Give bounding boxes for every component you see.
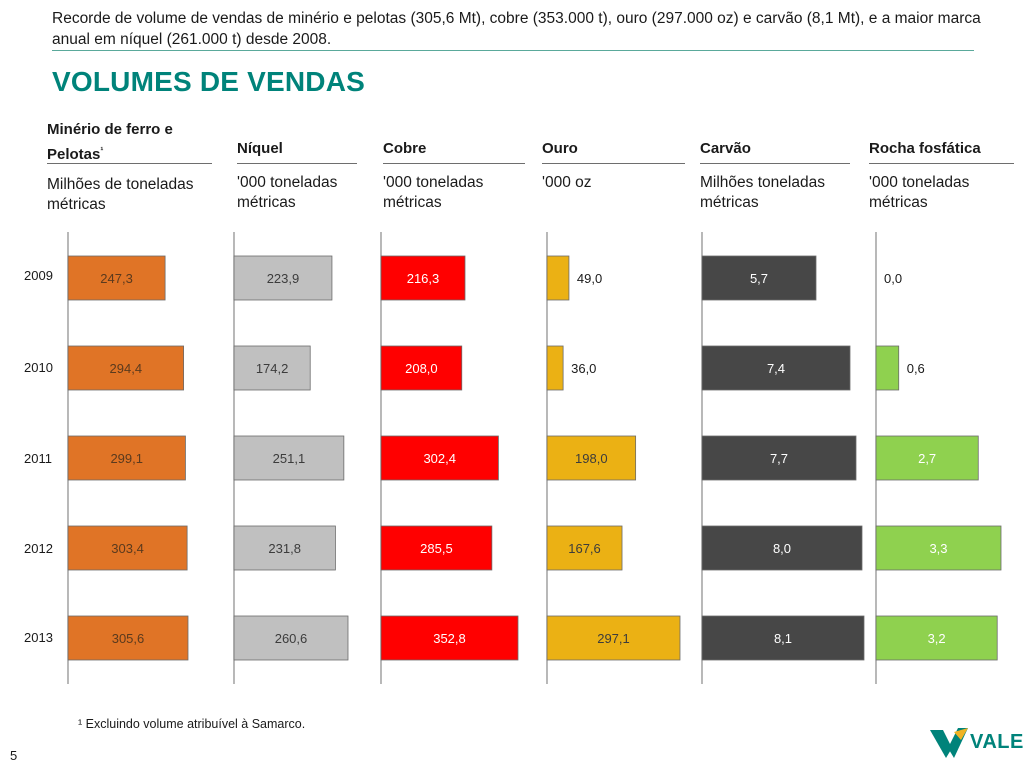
bar-phosphate-2013	[875, 615, 998, 661]
column-title-nickel: Níquel	[237, 140, 283, 157]
column-title-phosphate: Rocha fosfática	[869, 140, 981, 157]
data-label-copper-2010: 208,0	[405, 361, 438, 376]
data-label-iron-ore-2010: 294,4	[110, 361, 143, 376]
column-divider	[47, 163, 212, 164]
bar-gold-2010	[546, 345, 564, 391]
bar-nickel-2009	[233, 255, 333, 301]
year-label-2010: 2010	[24, 360, 53, 375]
vale-logo: VALE	[930, 722, 1023, 762]
vale-logo-text: VALE	[970, 731, 1024, 753]
data-label-nickel-2009: 223,9	[267, 271, 300, 286]
data-label-coal-2012: 8,0	[773, 541, 791, 556]
bar-coal-2011	[701, 435, 857, 481]
data-label-nickel-2011: 251,1	[273, 451, 306, 466]
data-label-nickel-2013: 260,6	[275, 631, 308, 646]
data-label-gold-2012: 167,6	[568, 541, 601, 556]
data-label-phosphate-2011: 2,7	[918, 451, 936, 466]
footnote: ¹ Excluindo volume atribuível à Samarco.	[78, 717, 306, 731]
bar-phosphate-2012	[875, 525, 1002, 571]
column-divider	[700, 163, 850, 164]
bar-phosphate-2011	[875, 435, 979, 481]
column-divider	[869, 163, 1014, 164]
data-label-phosphate-2009: 0,0	[884, 271, 902, 286]
data-label-iron-ore-2012: 303,4	[111, 541, 144, 556]
bar-gold-2011	[546, 435, 637, 481]
data-label-coal-2011: 7,7	[770, 451, 788, 466]
column-divider	[383, 163, 525, 164]
bar-nickel-2013	[233, 615, 349, 661]
column-title-gold: Ouro	[542, 140, 578, 157]
bar-gold-2013	[546, 615, 681, 661]
bar-phosphate-2010	[875, 345, 900, 391]
bar-copper-2012	[380, 525, 493, 571]
data-label-gold-2013: 297,1	[597, 631, 630, 646]
header-divider	[52, 50, 974, 51]
data-label-coal-2009: 5,7	[750, 271, 768, 286]
data-label-gold-2010: 36,0	[571, 361, 596, 376]
bar-coal-2012	[701, 525, 863, 571]
bar-nickel-2011	[233, 435, 345, 481]
bar-gold-2012	[546, 525, 623, 571]
column-divider	[542, 163, 685, 164]
vale-logo-mark-icon	[930, 728, 968, 758]
bar-copper-2009	[380, 255, 466, 301]
column-unit-iron-ore: Milhões de toneladas métricas	[47, 176, 194, 213]
data-label-copper-2013: 352,8	[433, 631, 466, 646]
bar-copper-2010	[380, 345, 463, 391]
column-title-coal: Carvão	[700, 140, 751, 157]
bar-nickel-2012	[233, 525, 336, 571]
bar-iron-ore-2010	[67, 345, 185, 391]
data-label-copper-2011: 302,4	[423, 451, 456, 466]
column-unit-phosphate: '000 toneladas métricas	[869, 174, 970, 211]
bar-iron-ore-2009	[67, 255, 166, 301]
column-unit-coal: Milhões toneladas métricas	[700, 174, 825, 211]
column-unit-gold: '000 oz	[542, 174, 592, 191]
bar-copper-2011	[380, 435, 499, 481]
year-label-2011: 2011	[24, 451, 52, 466]
bar-iron-ore-2013	[67, 615, 189, 661]
data-label-coal-2013: 8,1	[774, 631, 792, 646]
bar-gold-2009	[546, 255, 570, 301]
data-label-phosphate-2012: 3,3	[929, 541, 947, 556]
data-label-phosphate-2013: 3,2	[928, 631, 946, 646]
year-label-2013: 2013	[24, 630, 53, 645]
data-label-phosphate-2010: 0,6	[907, 361, 925, 376]
data-label-iron-ore-2011: 299,1	[110, 451, 143, 466]
page-number: 5	[10, 748, 18, 763]
column-title-copper: Cobre	[383, 140, 427, 157]
bar-copper-2013	[380, 615, 519, 661]
column-divider	[237, 163, 357, 164]
bar-coal-2010	[701, 345, 851, 391]
bar-nickel-2010	[233, 345, 311, 391]
year-label-2012: 2012	[24, 541, 53, 556]
column-unit-nickel: '000 toneladas métricas	[237, 174, 338, 211]
data-label-gold-2009: 49,0	[577, 271, 602, 286]
data-label-nickel-2012: 231,8	[268, 541, 301, 556]
data-label-iron-ore-2013: 305,6	[112, 631, 145, 646]
page-title: VOLUMES DE VENDAS	[52, 66, 365, 97]
data-label-nickel-2010: 174,2	[256, 361, 289, 376]
data-label-iron-ore-2009: 247,3	[100, 271, 133, 286]
bar-iron-ore-2012	[67, 525, 188, 571]
bar-coal-2013	[701, 615, 865, 661]
data-label-copper-2009: 216,3	[407, 271, 440, 286]
bar-coal-2009	[701, 255, 817, 301]
data-label-copper-2012: 285,5	[420, 541, 453, 556]
data-label-gold-2011: 198,0	[575, 451, 608, 466]
slide-subtitle: Recorde de volume de vendas de minério e…	[52, 10, 981, 48]
column-unit-copper: '000 toneladas métricas	[383, 174, 484, 211]
data-label-coal-2010: 7,4	[767, 361, 785, 376]
bar-iron-ore-2011	[67, 435, 186, 481]
column-title-iron-ore: Minério de ferro e Pelotas¹	[47, 121, 173, 163]
year-label-2009: 2009	[24, 268, 53, 283]
